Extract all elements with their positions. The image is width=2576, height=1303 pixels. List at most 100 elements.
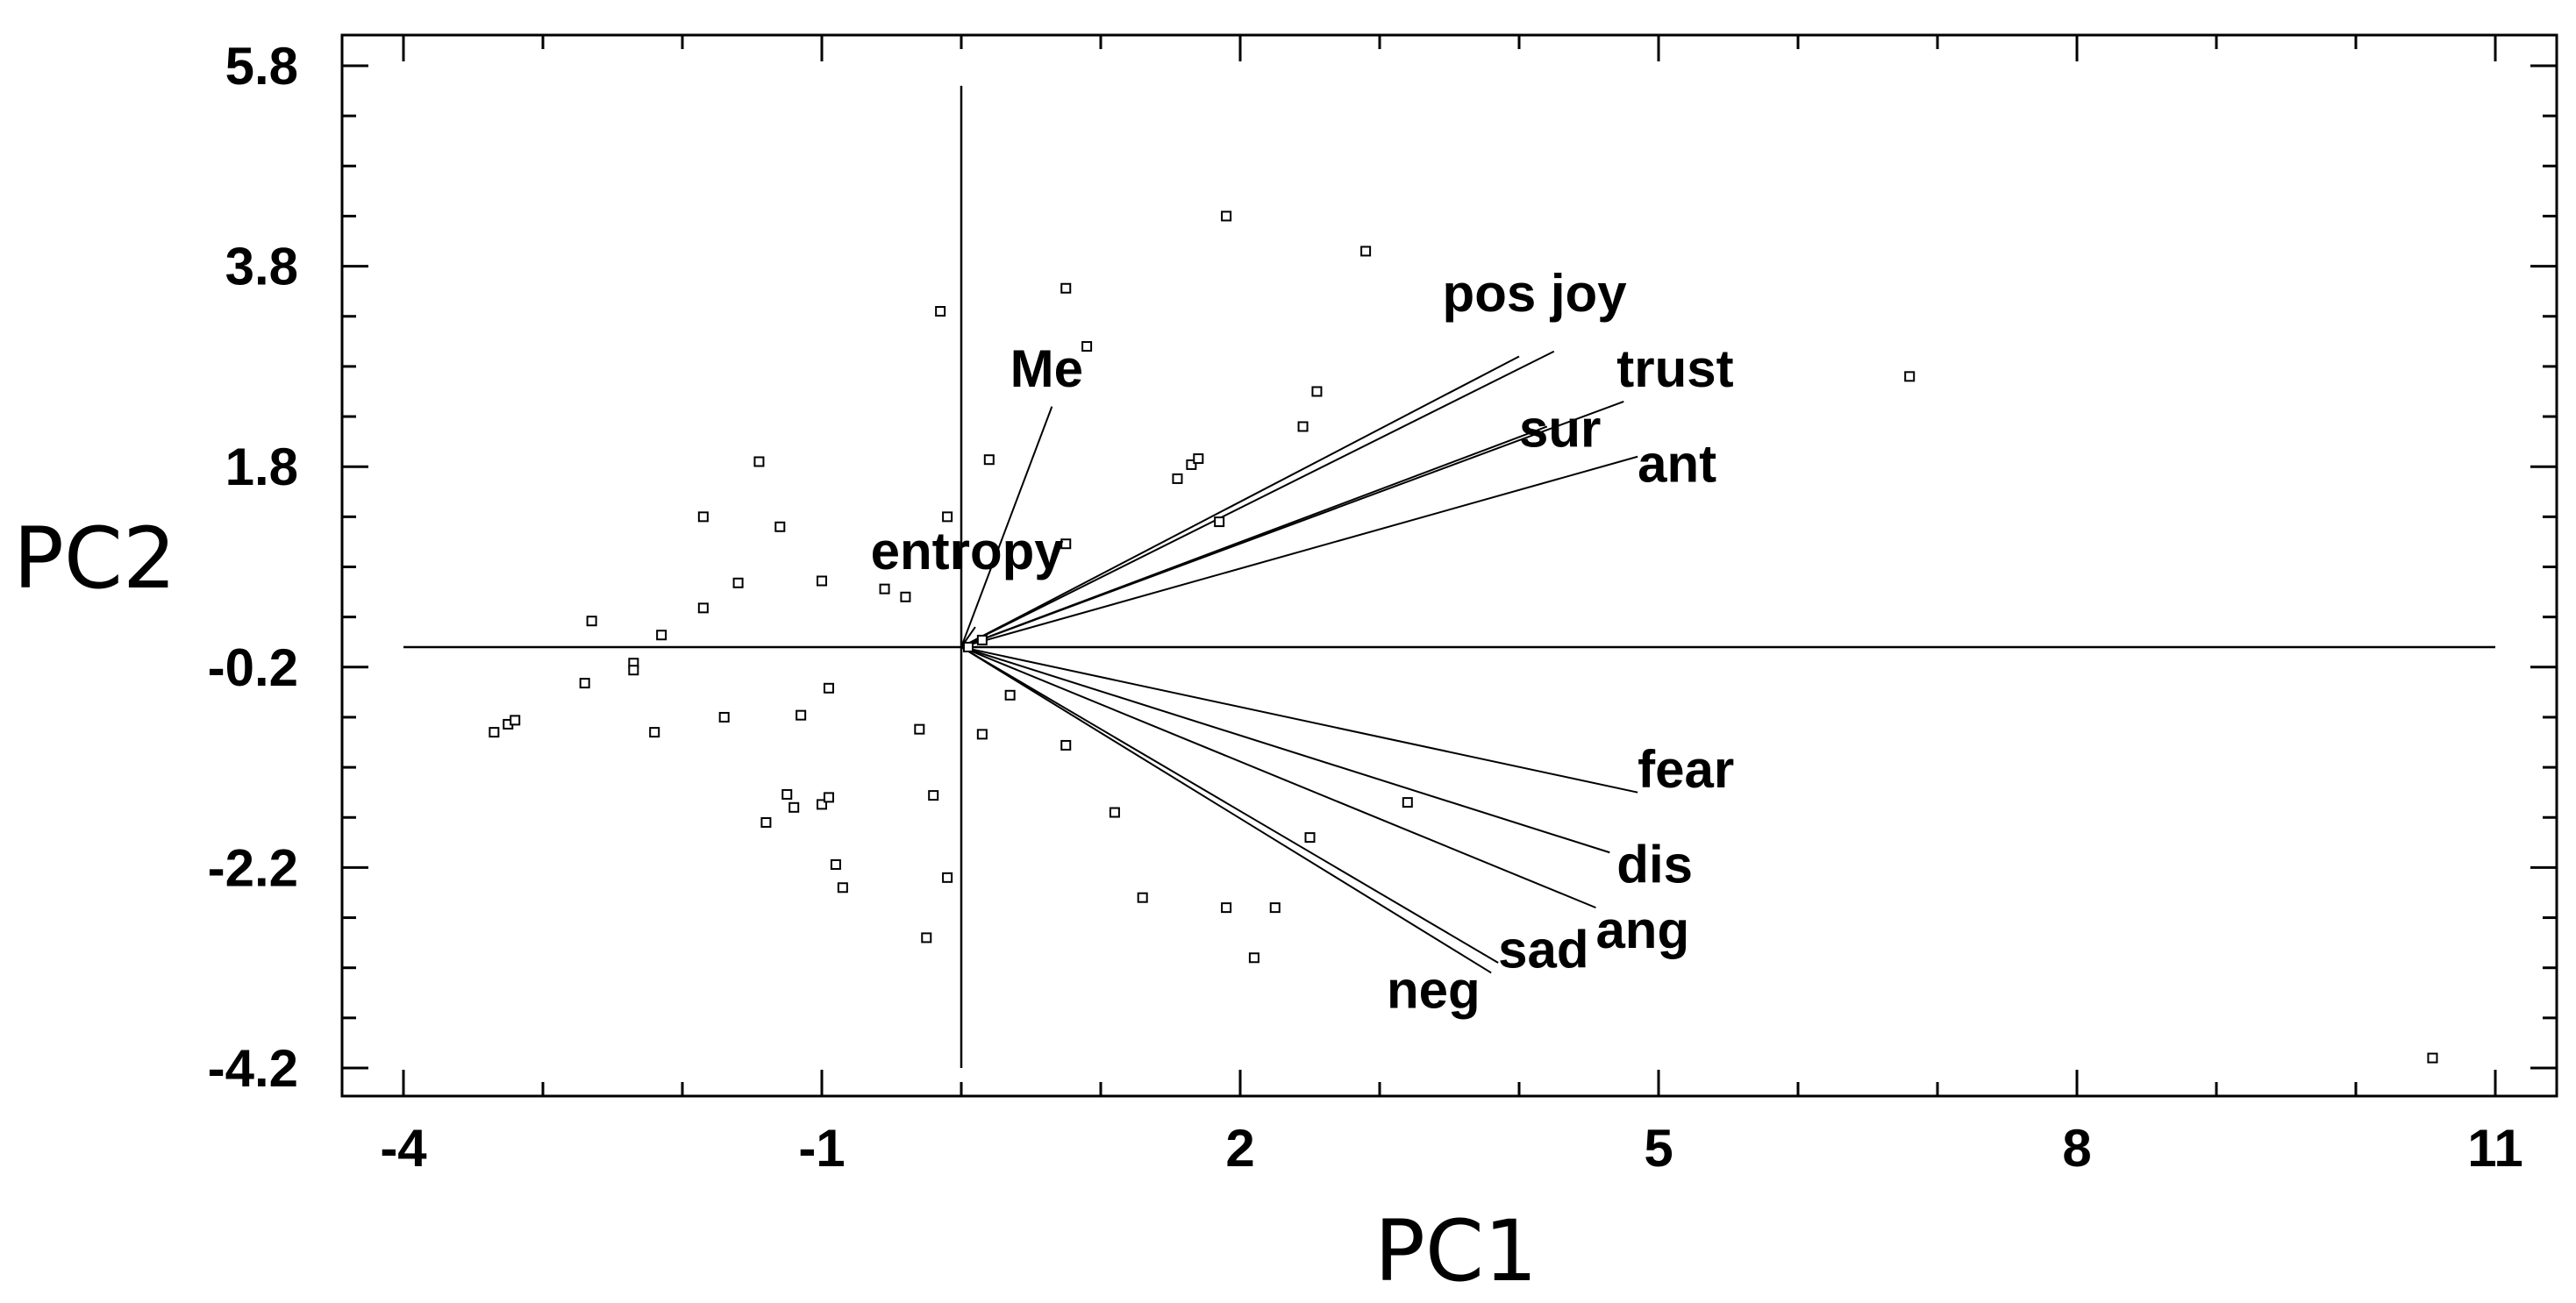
data-point (1360, 246, 1372, 257)
data-point (1060, 739, 1072, 751)
data-point (1402, 797, 1413, 808)
data-point (489, 727, 500, 738)
plot-frame (340, 33, 2558, 1098)
data-point (697, 602, 709, 614)
data-point (823, 792, 834, 803)
data-point (788, 801, 800, 813)
data-point (935, 306, 946, 317)
vector-dis (960, 645, 1610, 854)
x-tick-label: 8 (2062, 1119, 2091, 1178)
data-point (823, 682, 834, 694)
vector-label: dis (1616, 836, 1693, 894)
data-point (649, 727, 660, 738)
data-point (914, 723, 925, 735)
data-point (2427, 1052, 2438, 1064)
y-tick-label: -4.2 (208, 1039, 298, 1098)
vector-label: sur (1519, 399, 1601, 458)
data-point (1060, 538, 1072, 550)
x-tick-label: -1 (798, 1119, 845, 1178)
y-tick-label: -0.2 (208, 638, 298, 697)
data-point (1269, 902, 1281, 914)
vector-Me (960, 406, 1053, 648)
data-point (1248, 952, 1259, 964)
data-point (928, 790, 939, 801)
data-point (817, 799, 827, 810)
data-point (1193, 453, 1204, 465)
data-point (1172, 473, 1183, 484)
loading-vectors (960, 350, 1638, 974)
data-point (656, 630, 667, 641)
x-tick-label: 2 (1225, 1119, 1254, 1178)
y-tick-label: 5.8 (225, 37, 298, 96)
data-point (774, 521, 786, 532)
data-point (983, 454, 995, 466)
vector-neg (960, 646, 1492, 974)
data-point (817, 575, 827, 587)
data-point (1186, 459, 1197, 470)
data-point (628, 665, 639, 676)
y-tick-label: -2.2 (208, 838, 298, 897)
vector-label: pos joy (1443, 264, 1628, 323)
vector-label: ant (1638, 434, 1716, 493)
data-point (510, 715, 521, 726)
x-tick-label: -4 (380, 1119, 427, 1178)
data-point (1004, 689, 1016, 701)
data-point (1137, 892, 1148, 903)
vector-ang (960, 646, 1596, 909)
vector-sur (960, 425, 1548, 648)
vector-label: Me (1010, 339, 1083, 398)
data-point (1297, 421, 1309, 432)
vector-label: sad (1498, 921, 1588, 979)
data-point (1221, 902, 1232, 914)
data-point (697, 511, 709, 523)
data-point (1060, 282, 1072, 294)
data-point (718, 711, 730, 723)
vector-label: trust (1616, 339, 1733, 398)
axis-ticks (342, 35, 2557, 1096)
data-point (753, 456, 765, 467)
data-point (1221, 210, 1232, 222)
data-point (1304, 832, 1316, 844)
data-point (921, 932, 932, 943)
data-point (976, 634, 988, 645)
data-point (942, 511, 953, 523)
data-point (976, 729, 988, 740)
vector-label: ang (1595, 901, 1689, 959)
y-axis-title: PC2 (13, 509, 176, 608)
vector-label: neg (1387, 960, 1481, 1019)
vector-pos (960, 355, 1520, 648)
data-point (1081, 341, 1093, 352)
y-tick-label: 1.8 (225, 438, 298, 496)
data-point (781, 788, 793, 800)
data-point (1109, 807, 1120, 818)
vector-ant (960, 455, 1638, 648)
score-points (489, 210, 2438, 1064)
data-point (1904, 371, 1916, 382)
data-point (796, 709, 807, 721)
x-tick-label: 5 (1644, 1119, 1673, 1178)
vector-fear (960, 645, 1638, 794)
vector-label: entropy (871, 522, 1065, 580)
y-tick-label: 3.8 (225, 238, 298, 296)
tick-labels: -4 -1 2 5 8 11 5.8 3.8 1.8 -0.2 -2.2 -4.2 (208, 37, 2523, 1178)
vector-label: fear (1638, 740, 1734, 799)
data-point (942, 872, 953, 883)
data-point (586, 616, 597, 627)
x-tick-label: 11 (2467, 1119, 2522, 1178)
data-point (579, 678, 590, 689)
data-point (830, 858, 841, 870)
data-point (1311, 386, 1323, 397)
data-point (760, 816, 772, 828)
data-point (962, 641, 974, 652)
data-point (879, 583, 890, 595)
data-point (732, 577, 744, 588)
vector-sad (960, 646, 1499, 964)
data-point (1214, 516, 1225, 528)
data-point (900, 591, 911, 602)
vector-joy (960, 350, 1555, 648)
data-point (837, 882, 848, 894)
reference-lines (403, 85, 2495, 1068)
x-axis-title: PC1 (1374, 1202, 1538, 1300)
